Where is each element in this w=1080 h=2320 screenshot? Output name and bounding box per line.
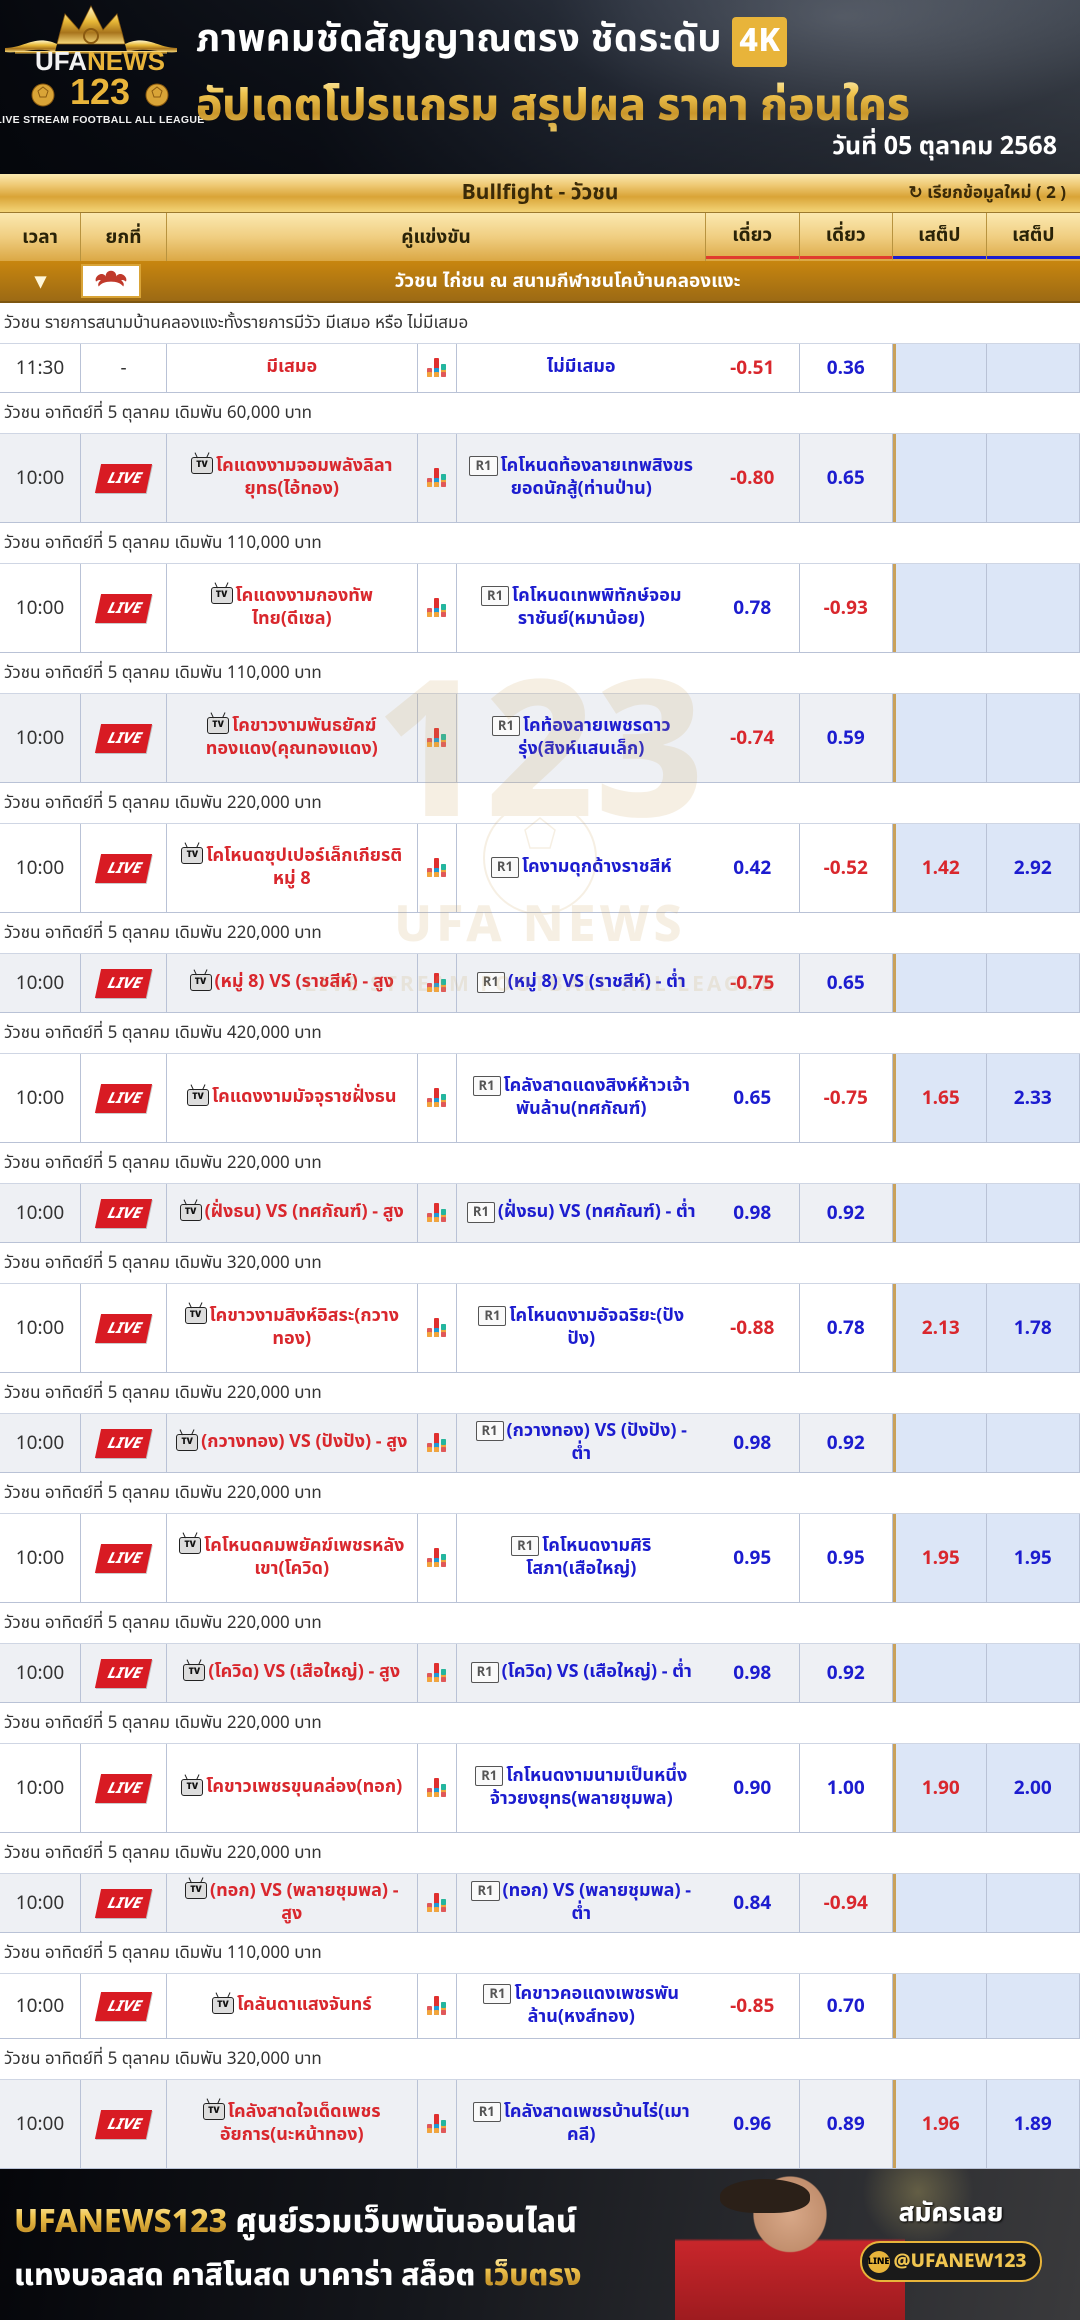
svg-text:LIVE STREAM FOOTBALL ALL LEAGU: LIVE STREAM FOOTBALL ALL LEAGUE xyxy=(0,114,205,126)
svg-text:123: 123 xyxy=(70,71,130,112)
